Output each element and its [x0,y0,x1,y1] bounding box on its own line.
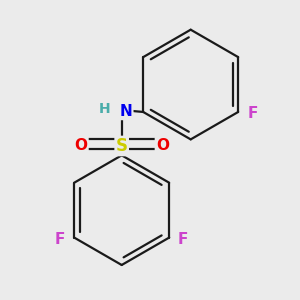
Text: H: H [99,102,110,116]
Text: N: N [120,104,132,119]
Text: F: F [55,232,65,247]
Text: O: O [156,138,169,153]
Text: S: S [116,137,128,155]
Text: F: F [178,232,188,247]
Text: O: O [74,138,88,153]
Text: F: F [248,106,259,121]
